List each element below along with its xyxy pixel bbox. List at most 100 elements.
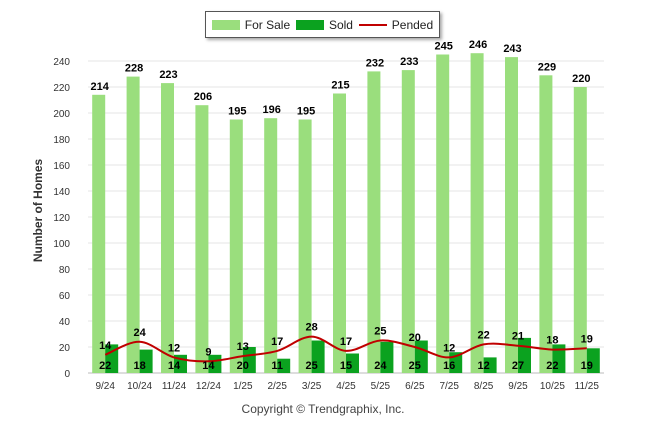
bar-sold bbox=[380, 341, 394, 373]
x-tick-label: 3/25 bbox=[302, 381, 322, 392]
data-label-pended: 20 bbox=[409, 332, 421, 344]
copyright-text: Copyright © Trendgraphix, Inc. bbox=[241, 402, 405, 416]
data-label-sold: 22 bbox=[99, 360, 111, 372]
data-label-for-sale: 246 bbox=[469, 39, 487, 51]
y-tick-label: 180 bbox=[53, 135, 70, 146]
bar-sold bbox=[208, 354, 222, 373]
y-tick-label: 40 bbox=[59, 317, 71, 328]
x-tick-label: 11/24 bbox=[162, 381, 187, 392]
data-label-for-sale: 228 bbox=[125, 63, 143, 75]
line-pended bbox=[104, 335, 587, 363]
x-tick-label: 4/25 bbox=[336, 381, 356, 392]
x-tick-label: 11/25 bbox=[575, 381, 600, 392]
y-tick-label: 160 bbox=[53, 161, 70, 172]
data-label-pended: 19 bbox=[581, 333, 593, 345]
data-label-sold: 18 bbox=[133, 360, 145, 372]
bar-for-sale bbox=[333, 93, 346, 373]
legend-swatch-for-sale bbox=[211, 19, 240, 30]
data-label-pended: 17 bbox=[340, 336, 352, 348]
y-tick-label: 20 bbox=[59, 343, 71, 354]
legend-label-pended: Pended bbox=[391, 17, 434, 32]
y-axis-title: Number of Homes bbox=[31, 159, 45, 263]
data-label-sold: 15 bbox=[340, 360, 352, 372]
data-label-sold: 19 bbox=[581, 360, 593, 372]
x-tick-label: 9/25 bbox=[508, 381, 528, 392]
data-label-pended: 9 bbox=[205, 346, 211, 358]
y-tick-label: 240 bbox=[53, 57, 70, 68]
data-label-for-sale: 195 bbox=[297, 106, 315, 118]
bar-for-sale bbox=[161, 83, 174, 373]
bar-sold bbox=[586, 348, 600, 373]
data-label-sold: 12 bbox=[477, 360, 489, 372]
legend-label-sold: Sold bbox=[328, 17, 353, 32]
bar-for-sale bbox=[264, 118, 278, 373]
data-label-for-sale: 233 bbox=[400, 56, 418, 68]
data-label-pended: 22 bbox=[477, 329, 489, 341]
x-tick-label: 10/24 bbox=[127, 381, 152, 392]
data-label-sold: 24 bbox=[374, 360, 387, 372]
bar-for-sale bbox=[401, 70, 415, 373]
bar-sold bbox=[483, 357, 497, 373]
data-label-pended: 12 bbox=[168, 342, 180, 354]
legend-item-pended[interactable]: Pended bbox=[358, 17, 434, 32]
data-label-pended: 12 bbox=[443, 342, 455, 354]
data-label-sold: 22 bbox=[546, 360, 558, 372]
data-label-sold: 14 bbox=[202, 360, 215, 372]
data-label-sold: 11 bbox=[271, 360, 283, 372]
data-label-for-sale: 214 bbox=[91, 81, 110, 93]
legend-swatch-pended bbox=[358, 23, 387, 26]
data-label-pended: 13 bbox=[237, 341, 249, 353]
data-label-for-sale: 195 bbox=[228, 106, 246, 118]
y-tick-label: 60 bbox=[59, 291, 71, 302]
x-tick-label: 8/25 bbox=[474, 381, 494, 392]
bar-for-sale bbox=[436, 54, 450, 373]
data-label-sold: 25 bbox=[409, 360, 421, 372]
bar-sold bbox=[242, 347, 256, 373]
y-tick-label: 200 bbox=[53, 109, 70, 120]
bar-for-sale bbox=[298, 119, 312, 373]
bar-for-sale bbox=[470, 53, 484, 373]
x-tick-label: 2/25 bbox=[267, 381, 287, 392]
x-tick-label: 12/24 bbox=[196, 381, 221, 392]
data-label-for-sale: 215 bbox=[331, 80, 349, 92]
data-label-for-sale: 229 bbox=[538, 61, 556, 73]
data-label-pended: 18 bbox=[546, 335, 558, 347]
data-label-for-sale: 220 bbox=[572, 73, 590, 85]
bar-for-sale bbox=[505, 57, 518, 373]
bar-for-sale bbox=[126, 76, 140, 373]
data-label-for-sale: 245 bbox=[435, 41, 453, 53]
bar-for-sale bbox=[195, 105, 209, 373]
bar-sold bbox=[346, 353, 359, 373]
bar-sold bbox=[139, 349, 153, 373]
data-label-for-sale: 206 bbox=[194, 91, 212, 103]
x-tick-label: 5/25 bbox=[371, 381, 391, 392]
legend-swatch-sold bbox=[295, 19, 324, 30]
data-label-sold: 25 bbox=[305, 360, 317, 372]
data-label-pended: 25 bbox=[374, 326, 386, 338]
data-label-pended: 28 bbox=[305, 322, 317, 334]
legend-item-sold[interactable]: Sold bbox=[295, 17, 353, 32]
legend-label-for-sale: For Sale bbox=[244, 17, 291, 32]
y-tick-label: 220 bbox=[53, 83, 70, 94]
bar-for-sale bbox=[92, 94, 106, 374]
data-label-sold: 14 bbox=[168, 360, 181, 372]
data-label-pended: 24 bbox=[133, 327, 146, 339]
data-label-pended: 17 bbox=[271, 336, 283, 348]
data-label-for-sale: 196 bbox=[263, 104, 281, 116]
bar-sold bbox=[277, 358, 291, 373]
x-tick-label: 7/25 bbox=[439, 381, 459, 392]
y-tick-label: 140 bbox=[53, 187, 70, 198]
bar-for-sale bbox=[229, 119, 243, 373]
y-tick-label: 100 bbox=[53, 239, 70, 250]
bar-sold bbox=[105, 344, 119, 373]
bar-sold bbox=[552, 344, 566, 373]
y-tick-label: 120 bbox=[53, 213, 70, 224]
legend-item-for-sale[interactable]: For Sale bbox=[211, 17, 291, 32]
x-tick-label: 9/24 bbox=[95, 381, 115, 392]
bar-for-sale bbox=[573, 87, 587, 373]
bar-for-sale bbox=[539, 75, 553, 374]
data-label-sold: 27 bbox=[512, 360, 524, 372]
bar-sold bbox=[311, 340, 325, 373]
data-label-for-sale: 243 bbox=[503, 43, 521, 55]
